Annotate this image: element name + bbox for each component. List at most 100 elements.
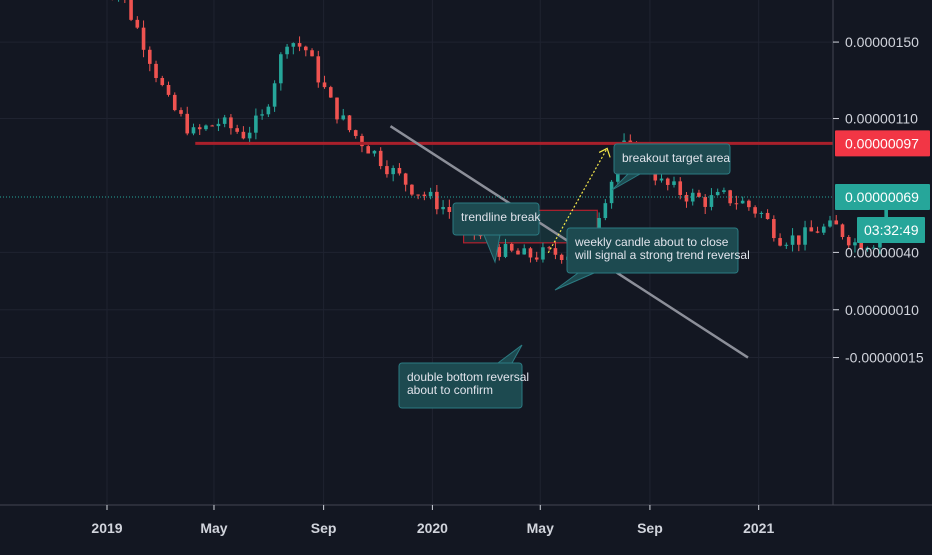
candle [803,221,807,251]
candle-body [828,220,832,226]
candle-body [716,192,720,195]
candle [267,104,271,117]
candle-body [416,195,420,196]
candle [273,80,277,112]
candle-body [279,54,283,83]
candle-body [391,168,395,174]
candle [785,242,789,248]
candle [760,211,764,218]
candle-body [341,115,345,119]
candle [385,160,389,177]
candle [416,194,420,199]
candle-body [385,166,389,174]
current-price-badge[interactable]: 0.00000069 [835,184,930,210]
candle-body [173,95,177,110]
candle-body [179,110,183,114]
candle-body [229,117,233,128]
callout-trendline[interactable]: trendline break [453,203,541,262]
candle [329,86,333,98]
callout-patch [454,231,538,234]
candle [772,215,776,241]
candle-body [316,56,320,82]
candle [398,163,402,175]
candle [223,115,227,127]
candle-body [660,179,664,181]
candle [179,107,183,116]
candle [117,0,121,2]
candle [136,16,140,29]
price-tick-label: -0.00000015 [845,350,924,366]
candle-body [741,201,745,204]
time-tick-label: 2021 [743,520,774,536]
candle [678,177,682,199]
candle-body [678,181,682,195]
time-tick-label: 2019 [91,520,122,536]
candle [348,115,352,132]
callout-text: will signal a strong trend reversal [574,248,750,262]
candle-body [666,179,670,185]
candle [204,124,208,130]
candle [366,145,370,154]
candle-body [753,207,757,213]
candle [185,107,189,135]
candle-body [142,28,146,50]
candle-body [522,248,526,254]
candle [192,124,196,136]
candle-body [834,220,838,224]
callout-text: trendline break [461,210,541,224]
candle [797,235,801,251]
candle-body [136,20,140,28]
candle [229,114,233,135]
candle-body [672,181,676,185]
candle [123,0,127,3]
callout-breakout[interactable]: breakout target area [612,144,730,190]
candle-body [254,116,258,133]
candle-body [791,235,795,244]
candle [354,130,358,139]
price-tick-label: 0.00000150 [845,34,919,50]
candle [173,92,177,111]
candle-body [816,231,820,232]
candle-body [423,195,427,196]
candle [753,205,757,217]
candle-body [260,114,264,115]
callout-tail [498,345,522,363]
candle [697,190,701,198]
candle [242,126,246,139]
candle-body [448,207,452,212]
annotation-layer[interactable]: breakout target area trendline break weekl… [399,144,750,408]
axis-layer[interactable]: 0.000001500.000001100.000000400.00000010… [0,0,932,536]
candle-body [204,125,208,129]
candle-body [822,227,826,233]
candle [373,150,377,156]
candle [279,52,283,90]
candle [716,189,720,196]
candle-body [335,98,339,120]
candle [554,241,558,259]
candle-body [760,213,764,214]
candle [834,215,838,224]
candle [298,36,302,51]
candle [335,97,339,123]
candle [822,224,826,235]
price-tick-label: 0.00000110 [845,111,918,127]
callout-text: about to confirm [407,383,493,397]
candle-body [841,224,845,237]
candle-body [554,248,558,255]
candle-body [735,203,739,204]
candle [728,190,732,206]
candle-body [366,146,370,153]
candle [816,227,820,233]
candle-body [778,238,782,246]
price-tick-label: 0.00000010 [845,302,919,318]
candle-body [198,127,202,129]
candle [341,109,345,121]
candle-body [310,50,314,56]
candle-body [223,117,227,123]
candle [791,228,795,251]
resistance-price-badge[interactable]: 0.00000097 [835,130,930,156]
